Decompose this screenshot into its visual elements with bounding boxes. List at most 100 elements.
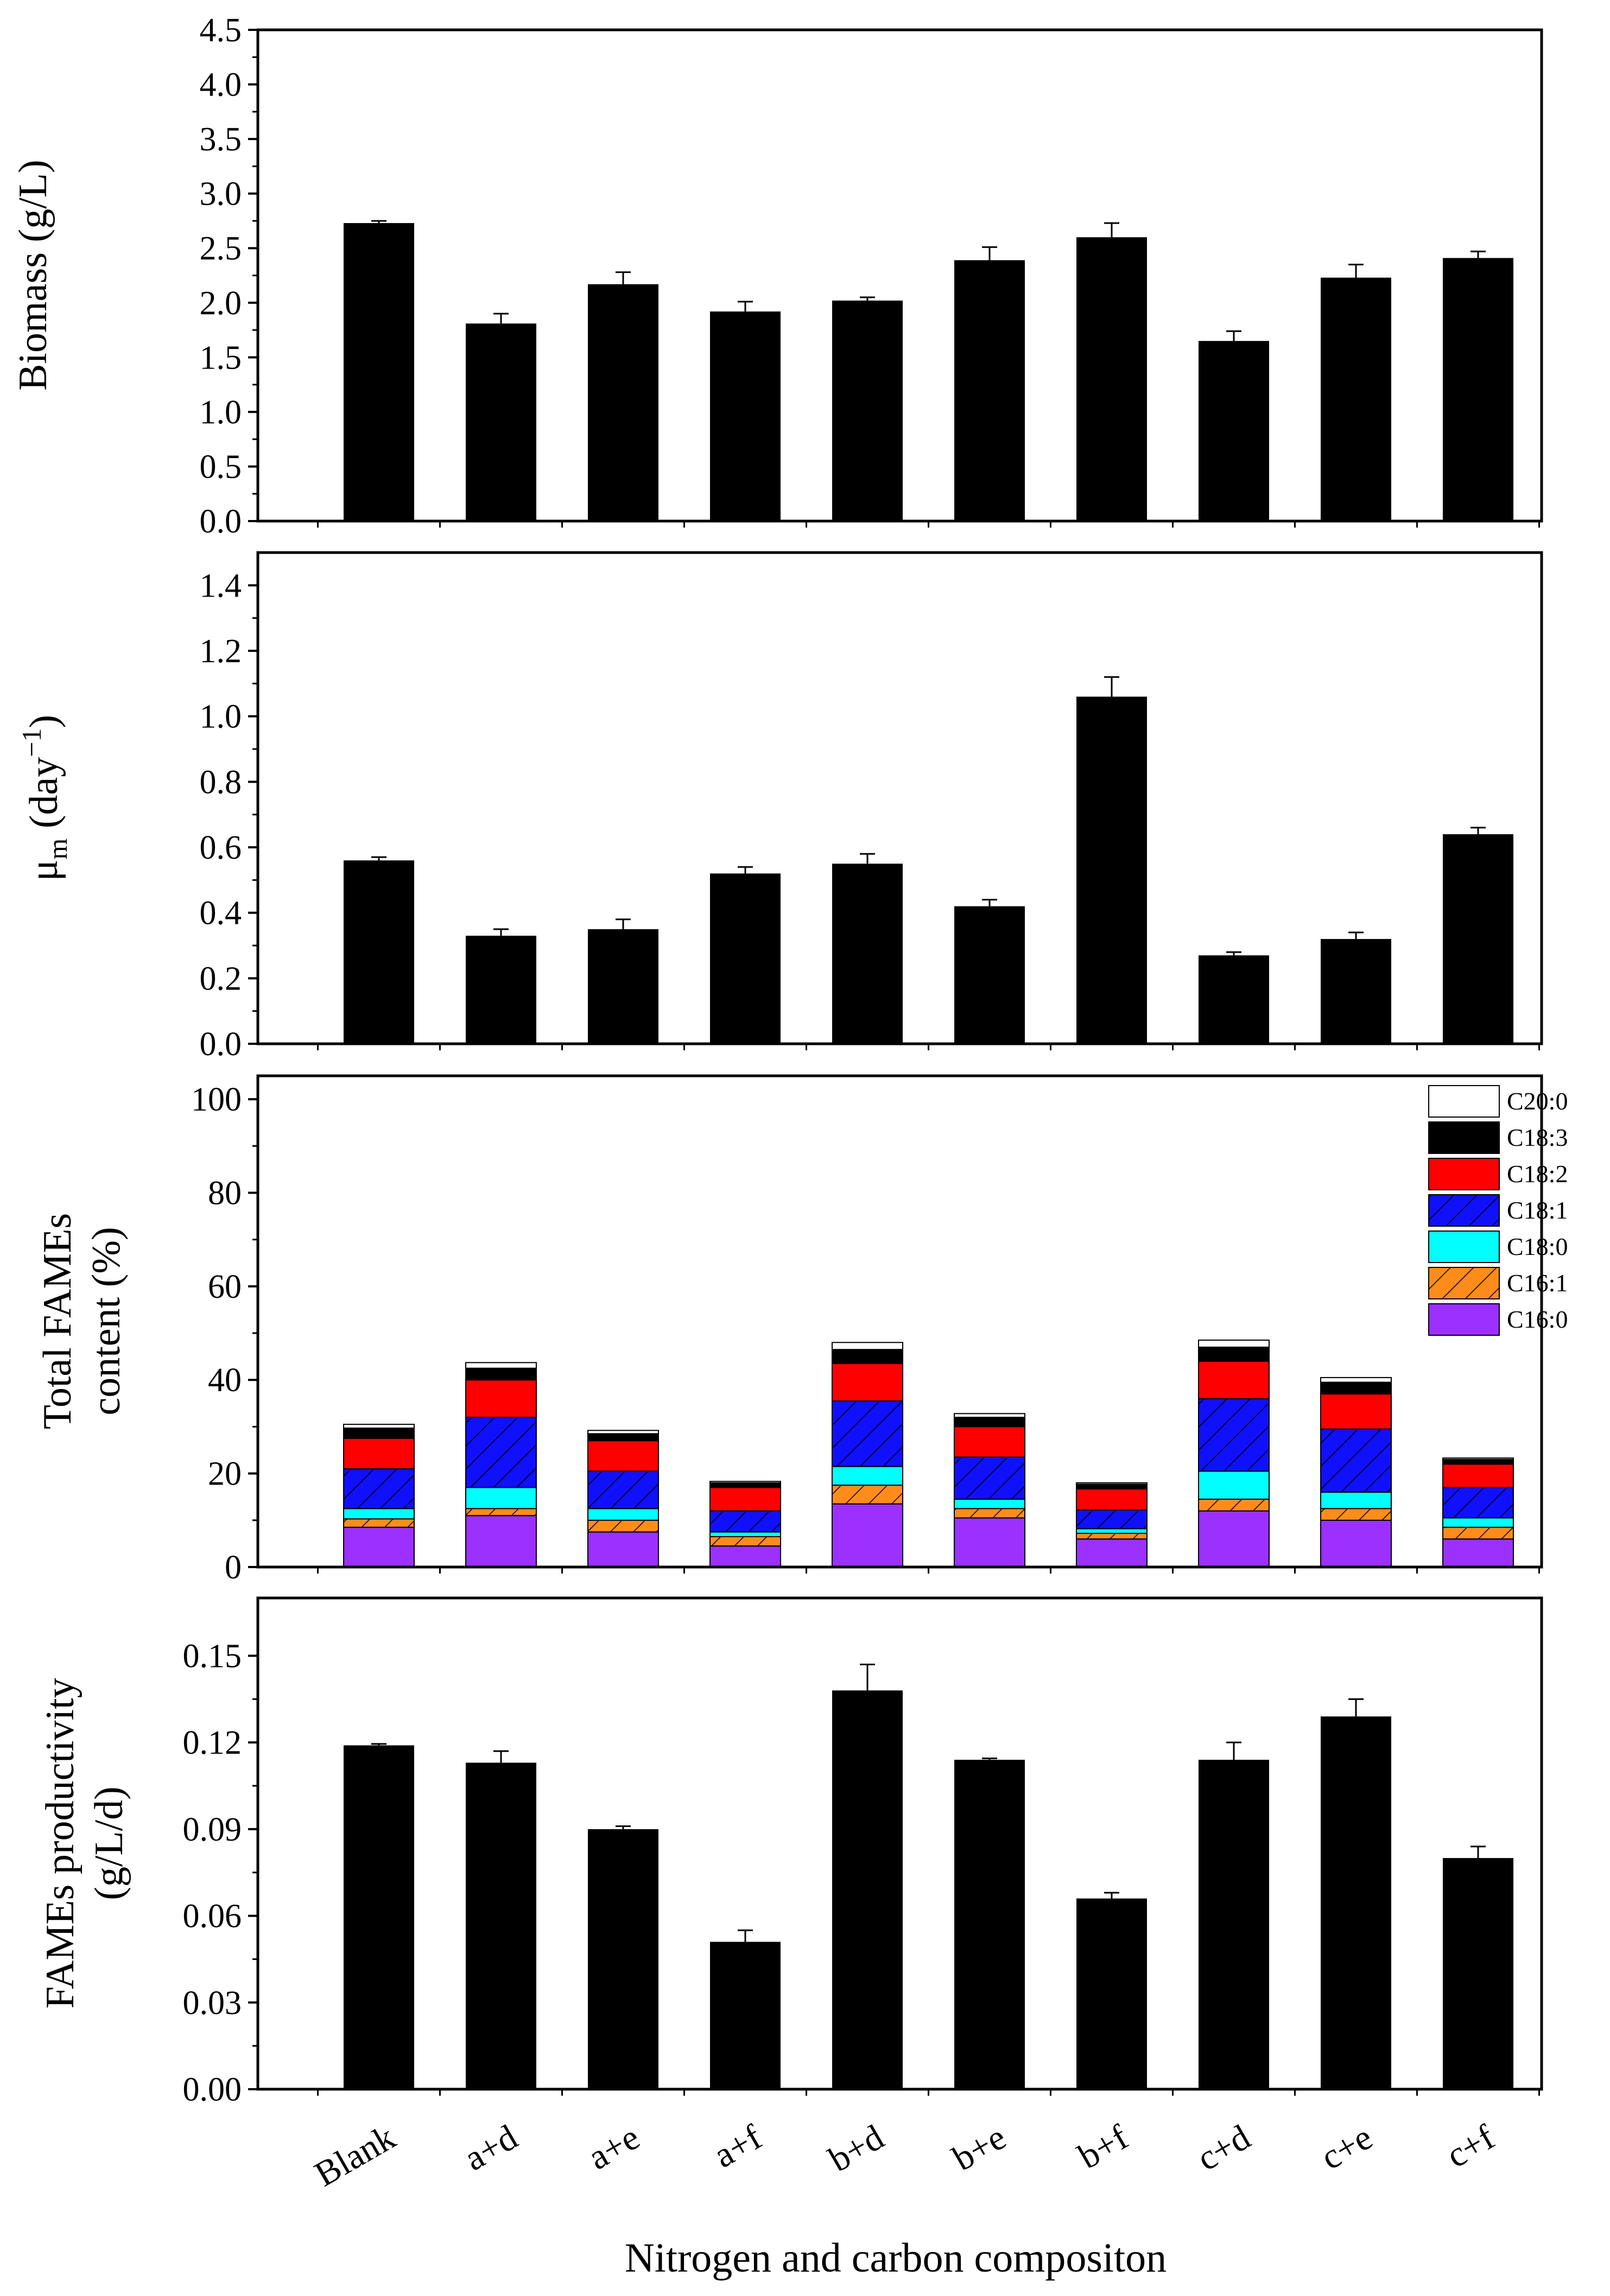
bar-a+e [588,1829,658,2089]
segment-C20:0-a+d [465,1362,537,1369]
segment-C18:3-c+d [1198,1346,1270,1362]
y-tick-label: 0.4 [200,895,242,932]
legend-hatch-C16:1 [1429,1267,1499,1299]
x-axis-title: Nitrogen and carbon compositon [625,2235,1167,2281]
segment-C18:0-c+f [1442,1517,1514,1528]
y-tick-label: 4.5 [200,12,242,49]
y-tick-label: 0.0 [200,1026,242,1063]
panel-fames-productivity: 0.00 0.03 0.06 0.09 0.12 0.15 FAMEs productiv… [38,1596,1543,2108]
bar-c+f [1443,834,1513,1044]
panel-fames-content: 0 20 40 60 80 100 Total FAMEs content (%) C20… [35,1074,1568,1586]
y-tick-label: 1.0 [200,699,242,735]
x-category-a+e: a+e [581,2117,646,2178]
segment-C16:0-a+e [587,1531,659,1568]
growth-rate-plot-frame [256,551,1543,1045]
bar-Blank [344,860,414,1044]
segment-C18:3-a+e [587,1433,659,1442]
segment-C18:0-b+f [1076,1528,1148,1534]
segment-C18:3-c+e [1320,1381,1392,1395]
segment-C18:2-b+d [832,1363,903,1402]
bar-a+d [466,935,536,1044]
segment-C16:0-b+f [1076,1538,1148,1568]
legend-label-C18:2: C18:2 [1507,1160,1568,1188]
bar-b+f [1076,237,1147,522]
segment-C16:0-a+f [709,1545,781,1568]
segment-C18:2-c+d [1198,1360,1270,1399]
legend-swatch-C18:2 [1428,1158,1500,1190]
mu-symbol: μ [22,860,66,881]
productivity-y-axis: 0.00 0.03 0.06 0.09 0.12 0.15 [183,1638,1540,2108]
bar-c+d [1199,341,1269,521]
y-tick-label: 1.0 [200,394,242,431]
bar-c+e [1321,277,1391,521]
y-tick-label: 4.0 [200,67,242,104]
segment-C20:0-c+d [1198,1339,1270,1348]
bar-a+d [466,1762,536,2089]
segment-C16:0-c+d [1198,1510,1270,1568]
bar-a+d [466,323,536,521]
legend-label-C18:3: C18:3 [1507,1124,1568,1151]
segment-C18:2-c+f [1442,1463,1514,1488]
hatch-C16:1-c+f [1443,1527,1513,1539]
segment-C20:0-b+f [1076,1482,1148,1485]
segment-C18:0-a+f [709,1531,781,1537]
segment-C20:0-c+f [1442,1457,1514,1460]
biomass-y-axis: 0.0 0.5 1.0 1.5 2.0 2.5 3.0 3.5 4.0 4.5 [200,12,1540,540]
segment-C18:3-c+f [1442,1458,1514,1465]
segment-C18:2-a+e [587,1440,659,1472]
x-category-c+d: c+d [1190,2117,1257,2179]
fames-content-plot-frame [256,1074,1543,1569]
bar-a+f [710,873,781,1044]
legend-swatch-C20:0 [1428,1085,1500,1118]
fames-content-bars [343,1339,1514,1568]
fames-content-y-label-line1: Total FAMEs [35,1213,80,1429]
growth-rate-y-axis: 0.0 0.2 0.4 0.6 0.8 1.0 1.2 1.4 [200,567,1540,1063]
y-tick-label: 0.09 [183,1811,242,1848]
bar-c+d [1199,1760,1269,2089]
segment-C20:0-a+f [709,1481,781,1483]
hatch-C18:1-c+f [1443,1487,1513,1518]
productivity-y-label-line1: FAMEs productivity [38,1678,83,2008]
bar-Blank [344,223,414,521]
bar-b+d [832,1690,903,2089]
y-tick-label: 0.5 [200,448,242,485]
y-tick-label: 20 [208,1456,242,1493]
x-category-c+f: c+f [1440,2117,1501,2176]
y-tick-label: 3.5 [200,121,242,158]
y-tick-label: 0.6 [200,829,242,866]
y-tick-label: 3.0 [200,176,242,213]
bar-a+f [710,1942,781,2089]
segment-C18:0-c+d [1198,1470,1270,1500]
hatch-C18:1-b+d [832,1401,903,1467]
hatch-C18:1-c+e [1321,1429,1391,1493]
segment-C18:3-b+e [954,1417,1025,1428]
y-tick-label: 0.00 [183,2071,242,2108]
bar-b+d [832,300,903,521]
segment-C18:3-Blank [343,1428,415,1439]
y-tick-label: 80 [208,1175,242,1212]
hatch-C18:1-a+e [588,1471,658,1509]
biomass-y-label: Biomass (g/L) [11,160,55,390]
y-tick-label: 1.2 [200,633,242,670]
hatch-C16:1-b+f [1076,1533,1147,1539]
segment-C16:0-b+d [832,1503,903,1568]
segment-C16:0-a+d [465,1515,537,1568]
hatch-C18:1-a+d [466,1417,536,1488]
y-tick-label: 0.06 [183,1898,242,1935]
bar-b+f [1076,696,1147,1044]
segment-C16:0-c+e [1320,1519,1392,1568]
x-category-Blank: Blank [308,2117,402,2194]
segment-C20:0-a+e [587,1430,659,1435]
legend-label-C20:0: C20:0 [1507,1087,1568,1115]
y-tick-label: 1.4 [200,567,242,604]
segment-C18:3-a+d [465,1367,537,1381]
y-tick-label: 2.5 [200,230,242,267]
y-tick-label: 100 [191,1081,242,1118]
segment-C18:2-a+d [465,1379,537,1418]
y-tick-label: 2.0 [200,285,242,322]
segment-C16:0-b+e [954,1517,1025,1568]
segment-C16:0-Blank [343,1526,415,1568]
segment-C18:2-b+e [954,1426,1025,1458]
segment-C20:0-Blank [343,1424,415,1429]
